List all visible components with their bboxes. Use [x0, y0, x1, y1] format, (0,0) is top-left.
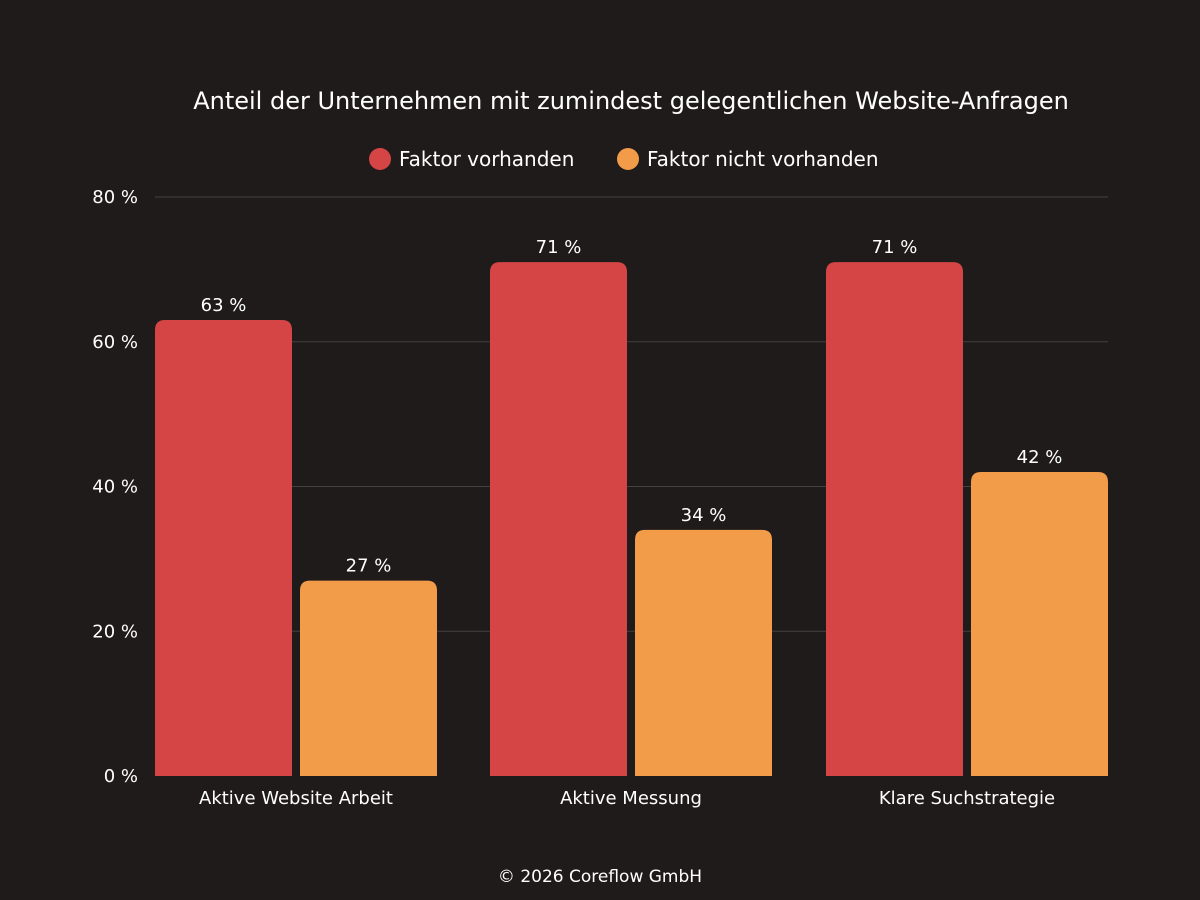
bar-value-label: 27 % — [346, 556, 392, 577]
bar-value-label: 34 % — [681, 505, 727, 526]
bar-value-label: 71 % — [536, 237, 582, 258]
y-tick-label: 40 % — [92, 477, 138, 498]
chart-title: Anteil der Unternehmen mit zumindest gel… — [193, 87, 1069, 115]
x-category-label: Aktive Messung — [560, 788, 702, 809]
bar-absent — [300, 580, 437, 776]
x-category-label: Klare Suchstrategie — [879, 788, 1055, 809]
y-tick-label: 20 % — [92, 621, 138, 642]
bar-present — [155, 320, 292, 776]
bars — [155, 262, 1108, 776]
bar-value-label: 42 % — [1017, 447, 1063, 468]
legend-label-absent: Faktor nicht vorhanden — [647, 147, 879, 171]
y-tick-label: 80 % — [92, 187, 138, 208]
footer-copyright: © 2026 Coreflow GmbH — [498, 867, 702, 887]
chart-text: 0 % 20 % 40 % 60 % 80 % 63 % 27 % Aktive Websit… — [92, 187, 1062, 809]
bar-present — [490, 262, 627, 776]
bar-absent — [971, 472, 1108, 776]
legend-swatch-present — [369, 148, 391, 170]
legend-swatch-absent — [617, 148, 639, 170]
bar-absent — [635, 529, 772, 776]
bar-present — [826, 262, 963, 776]
legend[interactable]: Faktor vorhanden Faktor nicht vorhanden — [369, 147, 879, 171]
bar-value-label: 63 % — [201, 295, 247, 316]
x-category-label: Aktive Website Arbeit — [199, 788, 393, 809]
y-tick-label: 60 % — [92, 332, 138, 353]
legend-label-present: Faktor vorhanden — [399, 147, 574, 171]
y-tick-label: 0 % — [104, 766, 138, 787]
bar-value-label: 71 % — [872, 237, 918, 258]
